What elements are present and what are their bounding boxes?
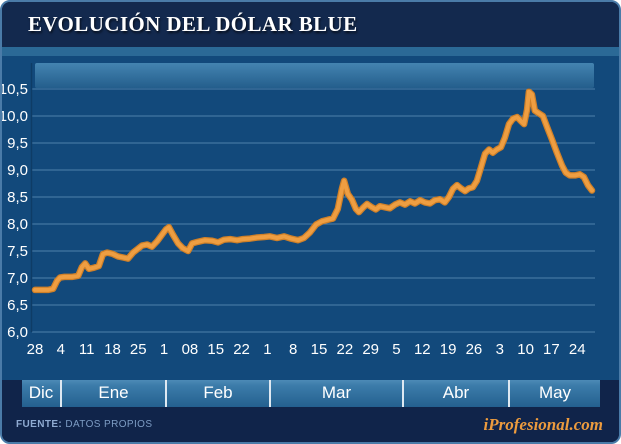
svg-text:1: 1	[160, 341, 168, 358]
month-label-feb: Feb	[165, 380, 269, 407]
svg-text:28: 28	[27, 341, 44, 358]
svg-text:12: 12	[414, 341, 431, 358]
svg-text:29: 29	[362, 341, 379, 358]
month-label-abr: Abr	[402, 380, 508, 407]
svg-text:22: 22	[233, 341, 250, 358]
footer: FUENTE: DATOS PROPIOS iProfesional.com	[2, 407, 619, 442]
brand-logo: iProfesional.com	[483, 414, 603, 434]
x-axis-labels: 28 4 11 18 25 1 08 15 22 1 8 15 22 29 5 12 19 26 3 10 17 24	[27, 341, 586, 358]
svg-text:6,5: 6,5	[7, 297, 28, 314]
svg-text:1: 1	[263, 341, 271, 358]
title-bar: EVOLUCIÓN DEL DÓLAR BLUE	[2, 2, 619, 47]
svg-text:19: 19	[440, 341, 457, 358]
dolar-blue-line-chart: 10,510,09,59,08,58,07,57,06,56,028411182…	[2, 63, 596, 358]
header-band-decoration	[35, 63, 594, 88]
svg-text:6,0: 6,0	[7, 324, 28, 341]
svg-text:26: 26	[466, 341, 483, 358]
month-label-may: May	[508, 380, 600, 407]
divider-strip	[2, 47, 619, 56]
svg-text:9,5: 9,5	[7, 135, 28, 152]
svg-text:10,0: 10,0	[2, 108, 28, 125]
svg-text:18: 18	[104, 341, 121, 358]
svg-text:7,0: 7,0	[7, 270, 28, 287]
svg-text:7,5: 7,5	[7, 243, 28, 260]
svg-text:5: 5	[392, 341, 400, 358]
svg-text:24: 24	[569, 341, 586, 358]
y-axis-labels: 10,5 10,0 9,5 9,0 8,5 8,0 7,5 7,0 6,5 6,0	[2, 81, 28, 341]
svg-text:3: 3	[496, 341, 504, 358]
svg-text:4: 4	[57, 341, 65, 358]
svg-text:8: 8	[289, 341, 297, 358]
svg-text:8,0: 8,0	[7, 216, 28, 233]
svg-text:9,0: 9,0	[7, 162, 28, 179]
svg-text:08: 08	[182, 341, 199, 358]
svg-text:22: 22	[336, 341, 353, 358]
svg-text:10,5: 10,5	[2, 81, 28, 98]
source-note: FUENTE: DATOS PROPIOS	[16, 419, 152, 430]
svg-text:17: 17	[543, 341, 560, 358]
svg-text:11: 11	[79, 341, 95, 358]
svg-text:25: 25	[130, 341, 147, 358]
price-line	[33, 89, 594, 292]
month-label-dic: Dic	[22, 380, 60, 407]
page-title: EVOLUCIÓN DEL DÓLAR BLUE	[28, 12, 358, 36]
chart-area: 10,510,09,59,08,58,07,57,06,56,028411182…	[2, 56, 619, 380]
source-value: DATOS PROPIOS	[65, 419, 153, 430]
svg-text:15: 15	[207, 341, 224, 358]
svg-text:8,5: 8,5	[7, 189, 28, 206]
source-label: FUENTE:	[16, 419, 63, 430]
month-axis: Dic Ene Feb Mar Abr May	[2, 380, 619, 407]
month-label-ene: Ene	[60, 380, 165, 407]
price-line-outline	[31, 88, 596, 294]
svg-text:10: 10	[517, 341, 534, 358]
month-label-mar: Mar	[269, 380, 402, 407]
svg-text:15: 15	[311, 341, 328, 358]
